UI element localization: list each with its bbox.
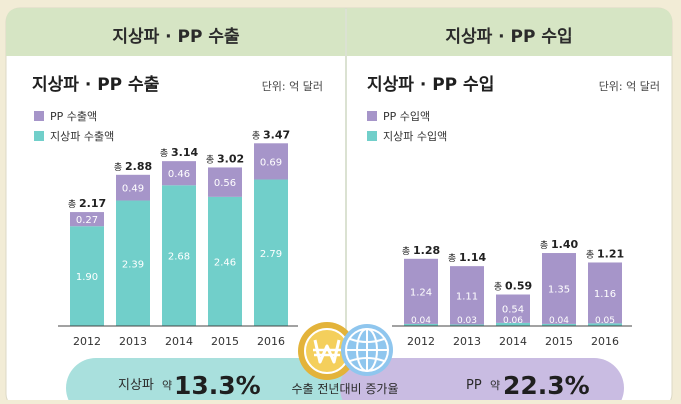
bar-terrestrial-export-2012: [70, 226, 104, 326]
legend-swatch-terrestrial-import: [367, 131, 377, 141]
legend-label-pp-export: PP 수출액: [50, 110, 97, 123]
total-label-export-2015: 총 3.02: [206, 152, 244, 165]
label-terrestrial-export-2013: 2.39: [122, 259, 144, 270]
label-pp-export-2013: 0.49: [122, 184, 144, 195]
label-pp-export-2015: 0.56: [214, 178, 236, 189]
bar-terrestrial-import-2013: [450, 324, 484, 326]
total-label-import-2013: 총 1.14: [448, 251, 487, 264]
label-pp-export-2014: 0.46: [168, 169, 190, 180]
total-label-export-2014: 총 3.14: [160, 146, 199, 159]
bottom-right-label: PP: [466, 378, 482, 393]
bar-terrestrial-export-2014: [162, 185, 196, 326]
right-chart-title: 지상파 · PP 수입: [367, 75, 494, 95]
bar-terrestrial-import-2016: [588, 323, 622, 326]
bar-pp-import-2015: [542, 253, 576, 324]
bar-terrestrial-import-2015: [542, 323, 576, 326]
label-terrestrial-import-2016: 0.05: [595, 316, 615, 326]
won-coin-icon: [298, 322, 356, 380]
total-label-import-2012: 총 1.28: [402, 244, 440, 257]
label-pp-import-2015: 1.35: [548, 284, 570, 295]
label-terrestrial-import-2013: 0.03: [457, 316, 477, 326]
total-label-export-2016: 총 3.47: [252, 128, 290, 141]
bottom-left-value: 13.3%: [174, 371, 261, 400]
x-tick-import-2012: 2012: [407, 335, 435, 348]
x-tick-export-2016: 2016: [257, 335, 285, 348]
bar-pp-import-2016: [588, 262, 622, 324]
bottom-left-prefix: 약: [162, 378, 172, 392]
total-label-export-2013: 총 2.88: [114, 160, 152, 173]
label-pp-import-2014: 0.54: [502, 305, 524, 316]
x-tick-export-2015: 2015: [211, 335, 239, 348]
globe-icon: [341, 324, 393, 376]
label-terrestrial-import-2012: 0.04: [411, 316, 431, 326]
legend-swatch-terrestrial-export: [34, 131, 44, 141]
legend-label-terrestrial-import: 지상파 수입액: [383, 130, 447, 143]
right-header-title: 지상파 · PP 수입: [445, 27, 572, 47]
x-tick-import-2013: 2013: [453, 335, 481, 348]
left-header-title: 지상파 · PP 수출: [112, 27, 240, 47]
bar-terrestrial-export-2016: [254, 179, 288, 326]
export-chart: 1.90 0.27 총 2.17 2012 2.39 0.49 총 2.88 2013 2.68…: [58, 128, 298, 348]
total-label-import-2016: 총 1.21: [586, 247, 624, 260]
label-terrestrial-export-2016: 2.79: [260, 249, 282, 260]
bottom-left-label: 지상파: [118, 378, 154, 393]
bottom-right-value: 22.3%: [503, 371, 590, 400]
total-label-export-2012: 총 2.17: [68, 197, 106, 210]
total-label-import-2015: 총 1.40: [540, 238, 579, 251]
x-tick-export-2013: 2013: [119, 335, 147, 348]
x-tick-export-2014: 2014: [165, 335, 193, 348]
bar-pp-import-2014: [496, 294, 530, 323]
x-tick-import-2014: 2014: [499, 335, 527, 348]
label-terrestrial-import-2014: 0.06: [503, 316, 523, 326]
bar-pp-export-2014: [162, 161, 196, 186]
label-terrestrial-import-2015: 0.04: [549, 316, 569, 326]
label-pp-import-2012: 1.24: [410, 287, 432, 298]
legend-label-terrestrial-export: 지상파 수출액: [50, 130, 114, 143]
bar-pp-export-2015: [208, 167, 242, 197]
import-chart: 0.04 1.24 총 1.28 2012 0.03 1.11 총 1.14 2013 0.06…: [392, 238, 632, 348]
bar-pp-import-2012: [404, 258, 438, 324]
legend-swatch-pp-import: [367, 111, 377, 121]
bar-terrestrial-export-2015: [208, 196, 242, 326]
bar-terrestrial-export-2013: [116, 200, 150, 326]
total-label-import-2014: 총 0.59: [494, 280, 532, 293]
bottom-left-pill: [66, 358, 356, 404]
x-tick-import-2015: 2015: [545, 335, 573, 348]
bottom-center-label: 수출 전년대비 증가율: [292, 382, 399, 396]
label-pp-export-2016: 0.69: [260, 157, 282, 168]
bar-terrestrial-import-2014: [496, 322, 530, 326]
label-terrestrial-export-2015: 2.46: [214, 257, 236, 268]
label-pp-import-2013: 1.11: [456, 291, 478, 302]
bar-pp-export-2012: [70, 212, 104, 227]
label-terrestrial-export-2014: 2.68: [168, 252, 190, 263]
bar-pp-export-2013: [116, 174, 150, 201]
x-tick-export-2012: 2012: [73, 335, 101, 348]
bar-pp-export-2016: [254, 143, 288, 180]
bottom-right-pill: [340, 358, 624, 404]
bottom-right-prefix: 약: [490, 378, 500, 392]
label-pp-import-2016: 1.16: [594, 289, 616, 300]
right-chart-unit: 단위: 억 달러: [599, 80, 660, 93]
label-pp-export-2012: 0.27: [76, 215, 98, 226]
left-chart-unit: 단위: 억 달러: [262, 80, 323, 93]
left-header-bg: [6, 8, 345, 56]
bar-terrestrial-import-2012: [404, 323, 438, 326]
legend-swatch-pp-export: [34, 111, 44, 121]
right-header-bg: [347, 8, 672, 56]
legend-label-pp-import: PP 수입액: [383, 110, 430, 123]
x-tick-import-2016: 2016: [591, 335, 619, 348]
left-chart-title: 지상파 · PP 수출: [32, 75, 160, 95]
label-terrestrial-export-2012: 1.90: [76, 272, 98, 283]
bar-pp-import-2013: [450, 266, 484, 325]
